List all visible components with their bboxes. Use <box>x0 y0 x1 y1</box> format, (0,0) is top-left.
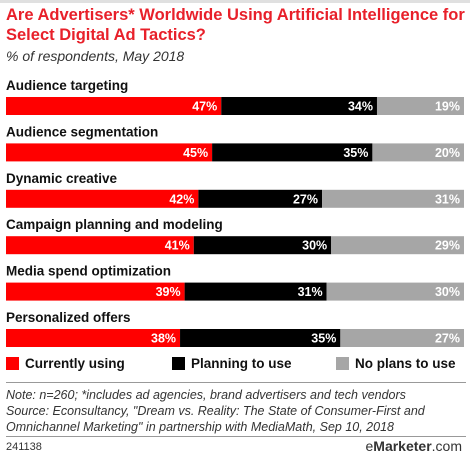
bar-segment-no-plans-to-use <box>322 189 464 208</box>
bar-segment-currently-using <box>6 189 199 208</box>
bar-row-audience-segmentation: Audience segmentation 45% 35% 20% <box>6 124 464 162</box>
chart-subtitle: % of respondents, May 2018 <box>6 48 185 64</box>
category-label: Media spend optimization <box>6 264 171 279</box>
bar-row-campaign-planning-and-modeling: Campaign planning and modeling 41% 30% 29% <box>6 217 464 255</box>
bar-row-media-spend-optimization: Media spend optimization 39% 31% 30% <box>6 264 464 301</box>
bar-segment-no-plans-to-use <box>372 143 464 162</box>
footnote-source: Source: Econsultancy, "Dream vs. Reality… <box>6 404 425 418</box>
legend-label-planning-to-use: Planning to use <box>191 356 292 371</box>
bar-segment-no-plans-to-use <box>331 236 464 255</box>
bar-segment-planning-to-use <box>221 97 377 115</box>
bar-segment-no-plans-to-use <box>376 97 464 115</box>
bar-segment-planning-to-use <box>193 236 332 255</box>
data-label: 35% <box>311 332 336 346</box>
brand-suffix: .com <box>431 438 462 454</box>
brand-name: Marketer <box>373 438 432 454</box>
legend-item-no-plans-to-use: No plans to use <box>336 356 456 371</box>
bar-segment-currently-using <box>6 329 181 347</box>
data-label: 42% <box>169 192 194 206</box>
footer-divider <box>6 436 466 437</box>
chart-title: Are Advertisers* Worldwide Using Artific… <box>6 6 465 44</box>
bar-row-dynamic-creative: Dynamic creative 42% 27% 31% <box>6 171 464 208</box>
footnote-divider <box>6 382 466 383</box>
data-label: 38% <box>151 332 176 346</box>
footnote-source-cont: Omnichannel Marketing" in partnership wi… <box>6 420 394 434</box>
data-label: 19% <box>435 100 460 114</box>
bar-row-audience-targeting: Audience targeting 47% 34% 19% <box>6 78 464 115</box>
data-label: 47% <box>192 100 217 114</box>
legend-label-currently-using: Currently using <box>25 356 125 371</box>
legend-swatch-planning-to-use <box>172 357 185 370</box>
chart-legend: Currently using Planning to use No plans… <box>6 356 466 374</box>
data-label: 39% <box>156 285 181 299</box>
data-label: 30% <box>435 285 460 299</box>
emarketer-logo[interactable]: eMarketer.com <box>365 438 462 454</box>
legend-label-no-plans-to-use: No plans to use <box>355 356 456 371</box>
top-rule <box>0 0 470 3</box>
category-label: Dynamic creative <box>6 171 118 186</box>
data-label: 27% <box>435 332 460 346</box>
legend-item-planning-to-use: Planning to use <box>172 356 292 371</box>
data-label: 29% <box>435 239 460 253</box>
bar-segment-no-plans-to-use <box>326 282 464 301</box>
category-label: Audience segmentation <box>6 124 158 139</box>
data-label: 27% <box>293 192 318 206</box>
legend-swatch-currently-using <box>6 357 19 370</box>
bar-segment-no-plans-to-use <box>340 329 464 347</box>
data-label: 31% <box>435 192 460 206</box>
bar-segment-currently-using <box>6 143 213 162</box>
data-label: 34% <box>348 100 373 114</box>
category-label: Campaign planning and modeling <box>6 217 223 232</box>
bar-segment-planning-to-use <box>184 282 327 301</box>
data-label: 31% <box>298 285 323 299</box>
category-label: Personalized offers <box>6 310 131 325</box>
bar-segment-planning-to-use <box>198 189 323 208</box>
bar-segment-currently-using <box>6 236 194 255</box>
bar-segment-currently-using <box>6 282 185 301</box>
bar-segment-planning-to-use <box>212 143 373 162</box>
legend-swatch-no-plans-to-use <box>336 357 349 370</box>
data-label: 45% <box>183 146 208 160</box>
brand-prefix: e <box>365 438 374 454</box>
data-label: 20% <box>435 146 460 160</box>
bar-segment-currently-using <box>6 97 222 115</box>
category-label: Audience targeting <box>6 78 128 93</box>
chart-id: 241138 <box>6 441 42 453</box>
bar-row-personalized-offers: Personalized offers 38% 35% 27% <box>6 310 464 347</box>
footnote-note: Note: n=260; *includes ad agencies, bran… <box>6 388 406 402</box>
data-label: 30% <box>302 239 327 253</box>
footnote: Note: n=260; *includes ad agencies, bran… <box>6 387 466 435</box>
bar-segment-planning-to-use <box>180 329 341 347</box>
data-label: 41% <box>165 239 190 253</box>
stacked-bar-chart: Audience targeting 47% 34% 19% Audience segm… <box>6 78 464 347</box>
legend-item-currently-using: Currently using <box>6 356 125 371</box>
data-label: 35% <box>343 146 368 160</box>
